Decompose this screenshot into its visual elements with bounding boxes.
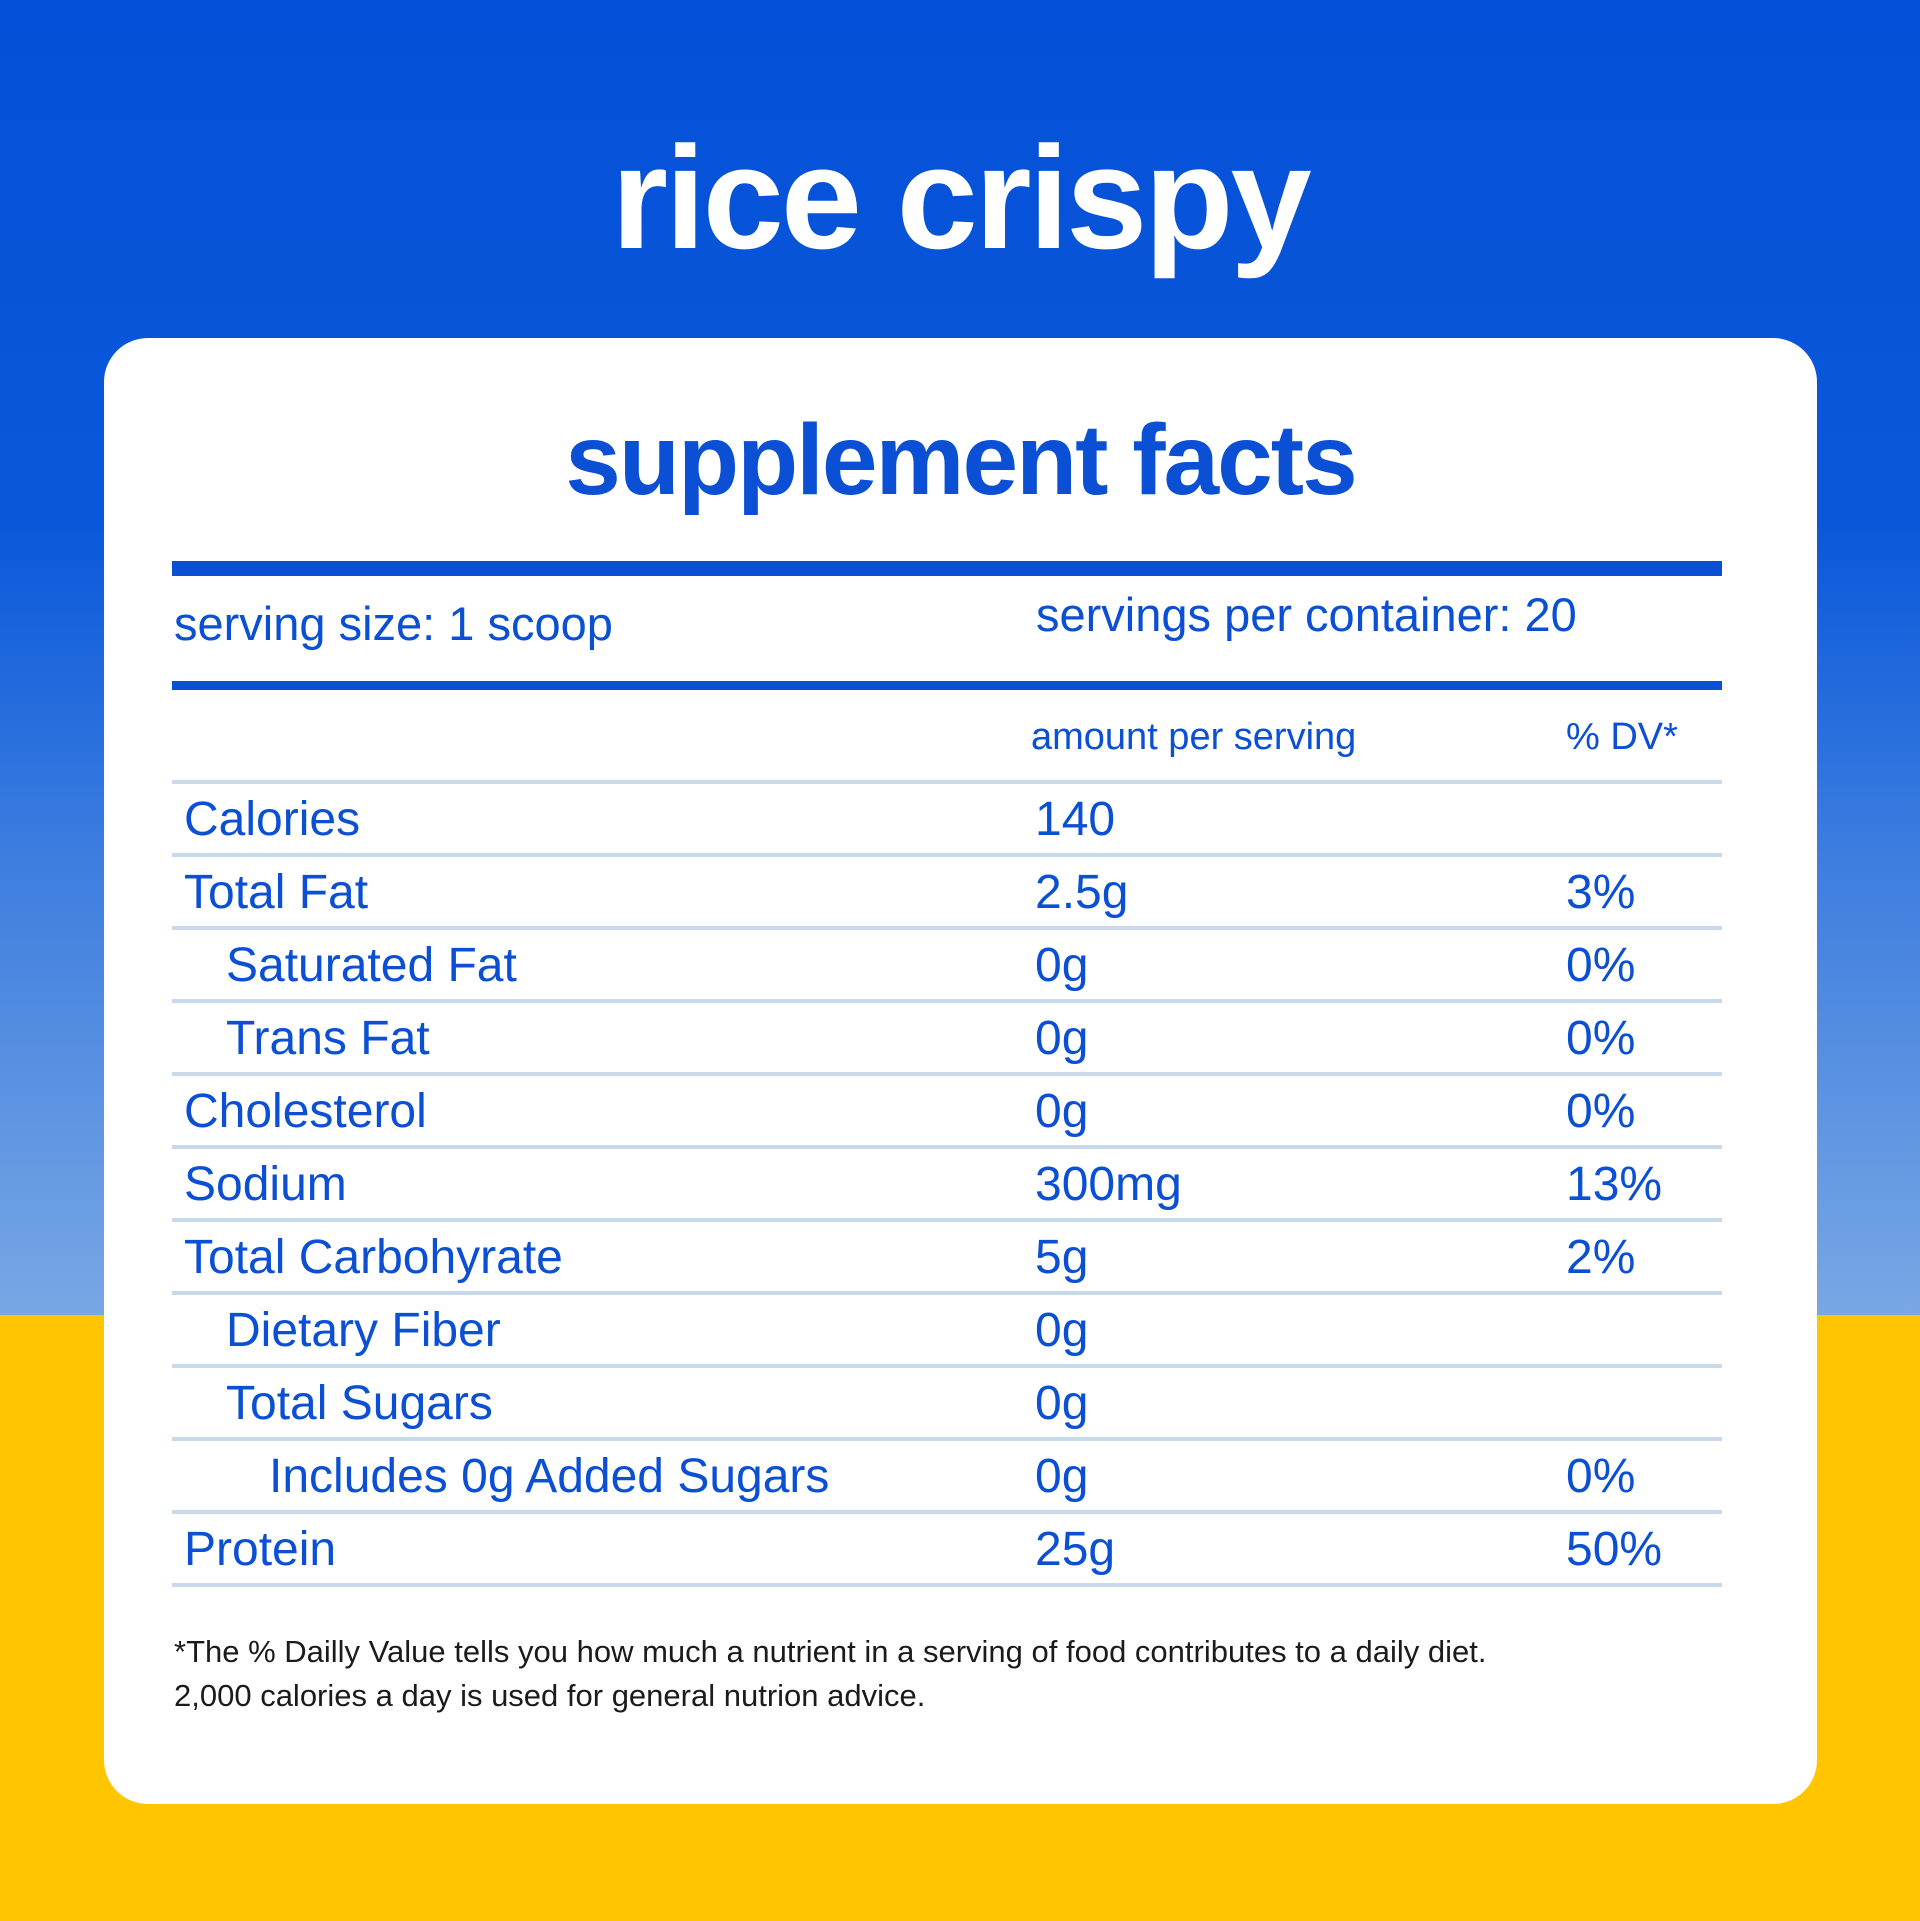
nutrient-amount: 0g bbox=[1035, 1012, 1089, 1065]
nutrient-amount: 0g bbox=[1035, 1085, 1089, 1138]
supplement-facts-card: supplement facts serving size: 1 scoop s… bbox=[104, 338, 1817, 1804]
nutrient-table: Calories 140 Total Fat 2.5g 3% Saturated… bbox=[172, 784, 1722, 1587]
nutrient-amount: 300mg bbox=[1035, 1158, 1182, 1211]
nutrient-dv: 0% bbox=[1566, 939, 1636, 992]
nutrient-dv: 0% bbox=[1566, 1085, 1636, 1138]
top-divider bbox=[172, 561, 1722, 576]
nutrient-name: Saturated Fat bbox=[226, 939, 517, 992]
nutrient-amount: 0g bbox=[1035, 1450, 1089, 1503]
nutrient-amount: 25g bbox=[1035, 1523, 1116, 1576]
nutrient-name: Total Carbohyrate bbox=[184, 1231, 563, 1284]
servings-per-container: servings per container: 20 bbox=[1036, 588, 1577, 641]
table-row: Total Sugars 0g bbox=[172, 1368, 1722, 1441]
nutrient-name: Total Sugars bbox=[226, 1377, 493, 1430]
nutrient-name: Cholesterol bbox=[184, 1085, 427, 1138]
daily-value-footnote: *The % Dailly Value tells you how much a… bbox=[174, 1630, 1486, 1718]
nutrient-dv: 13% bbox=[1566, 1158, 1663, 1211]
table-row: Total Carbohyrate 5g 2% bbox=[172, 1222, 1722, 1295]
panel-title: supplement facts bbox=[565, 404, 1357, 516]
nutrient-dv: 0% bbox=[1566, 1012, 1636, 1065]
nutrient-amount: 2.5g bbox=[1035, 866, 1129, 919]
table-row: Includes 0g Added Sugars 0g 0% bbox=[172, 1441, 1722, 1514]
nutrient-amount: 0g bbox=[1035, 1304, 1089, 1357]
nutrient-name: Trans Fat bbox=[226, 1012, 430, 1065]
nutrient-name: Total Fat bbox=[184, 866, 369, 919]
nutrient-name: Calories bbox=[184, 793, 361, 846]
amount-column-header: amount per serving bbox=[1031, 716, 1357, 758]
nutrient-amount: 140 bbox=[1035, 793, 1116, 846]
dv-column-header: % DV* bbox=[1566, 716, 1678, 758]
nutrient-amount: 0g bbox=[1035, 1377, 1089, 1430]
table-row: Total Fat 2.5g 3% bbox=[172, 857, 1722, 930]
header-divider bbox=[172, 780, 1722, 784]
nutrient-dv: 50% bbox=[1566, 1523, 1663, 1576]
table-row: Cholesterol 0g 0% bbox=[172, 1076, 1722, 1149]
table-row: Trans Fat 0g 0% bbox=[172, 1003, 1722, 1076]
nutrient-name: Includes 0g Added Sugars bbox=[269, 1450, 830, 1503]
nutrient-dv: 0% bbox=[1566, 1450, 1636, 1503]
nutrient-name: Protein bbox=[184, 1523, 337, 1576]
footnote-line: *The % Dailly Value tells you how much a… bbox=[174, 1634, 1487, 1669]
table-row: Sodium 300mg 13% bbox=[172, 1149, 1722, 1222]
nutrient-name: Dietary Fiber bbox=[226, 1304, 501, 1357]
serving-size: serving size: 1 scoop bbox=[174, 597, 613, 650]
nutrient-amount: 5g bbox=[1035, 1231, 1089, 1284]
nutrient-dv: 3% bbox=[1566, 866, 1636, 919]
table-row: Saturated Fat 0g 0% bbox=[172, 930, 1722, 1003]
nutrient-dv: 2% bbox=[1566, 1231, 1636, 1284]
table-row: Dietary Fiber 0g bbox=[172, 1295, 1722, 1368]
table-row: Protein 25g 50% bbox=[172, 1514, 1722, 1587]
product-title: rice crispy bbox=[611, 116, 1312, 279]
table-row: Calories 140 bbox=[172, 784, 1722, 857]
nutrient-amount: 0g bbox=[1035, 939, 1089, 992]
footnote-line: 2,000 calories a day is used for general… bbox=[174, 1678, 926, 1713]
serving-divider bbox=[172, 681, 1722, 690]
nutrient-name: Sodium bbox=[184, 1158, 347, 1211]
